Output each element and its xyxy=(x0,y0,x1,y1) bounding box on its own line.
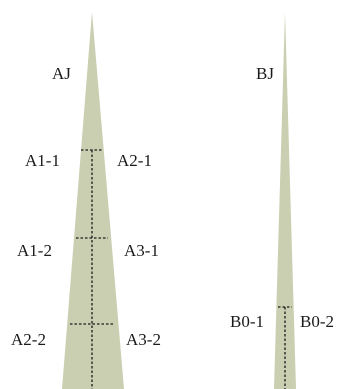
spike-a-right-label-2: A3-1 xyxy=(124,241,159,260)
spike-a-left-label-2: A1-2 xyxy=(17,241,52,260)
spike-a-left-label-3: A2-2 xyxy=(11,330,46,349)
spike-b-left-label-1: B0-1 xyxy=(230,312,264,331)
spike-b-right-label-1: B0-2 xyxy=(300,312,334,331)
spike-a-shape xyxy=(62,12,124,389)
spike-b-title: BJ xyxy=(256,64,274,83)
spike-a: AJ A1-1 A2-1 A1-2 A3-1 A2-2 A3-2 xyxy=(11,12,161,389)
spike-a-title: AJ xyxy=(52,64,71,83)
spike-a-right-label-1: A2-1 xyxy=(117,151,152,170)
spike-b: BJ B0-1 B0-2 xyxy=(230,12,334,389)
spike-a-right-label-3: A3-2 xyxy=(126,330,161,349)
spike-b-shape xyxy=(274,12,296,389)
spike-a-left-label-1: A1-1 xyxy=(25,151,60,170)
